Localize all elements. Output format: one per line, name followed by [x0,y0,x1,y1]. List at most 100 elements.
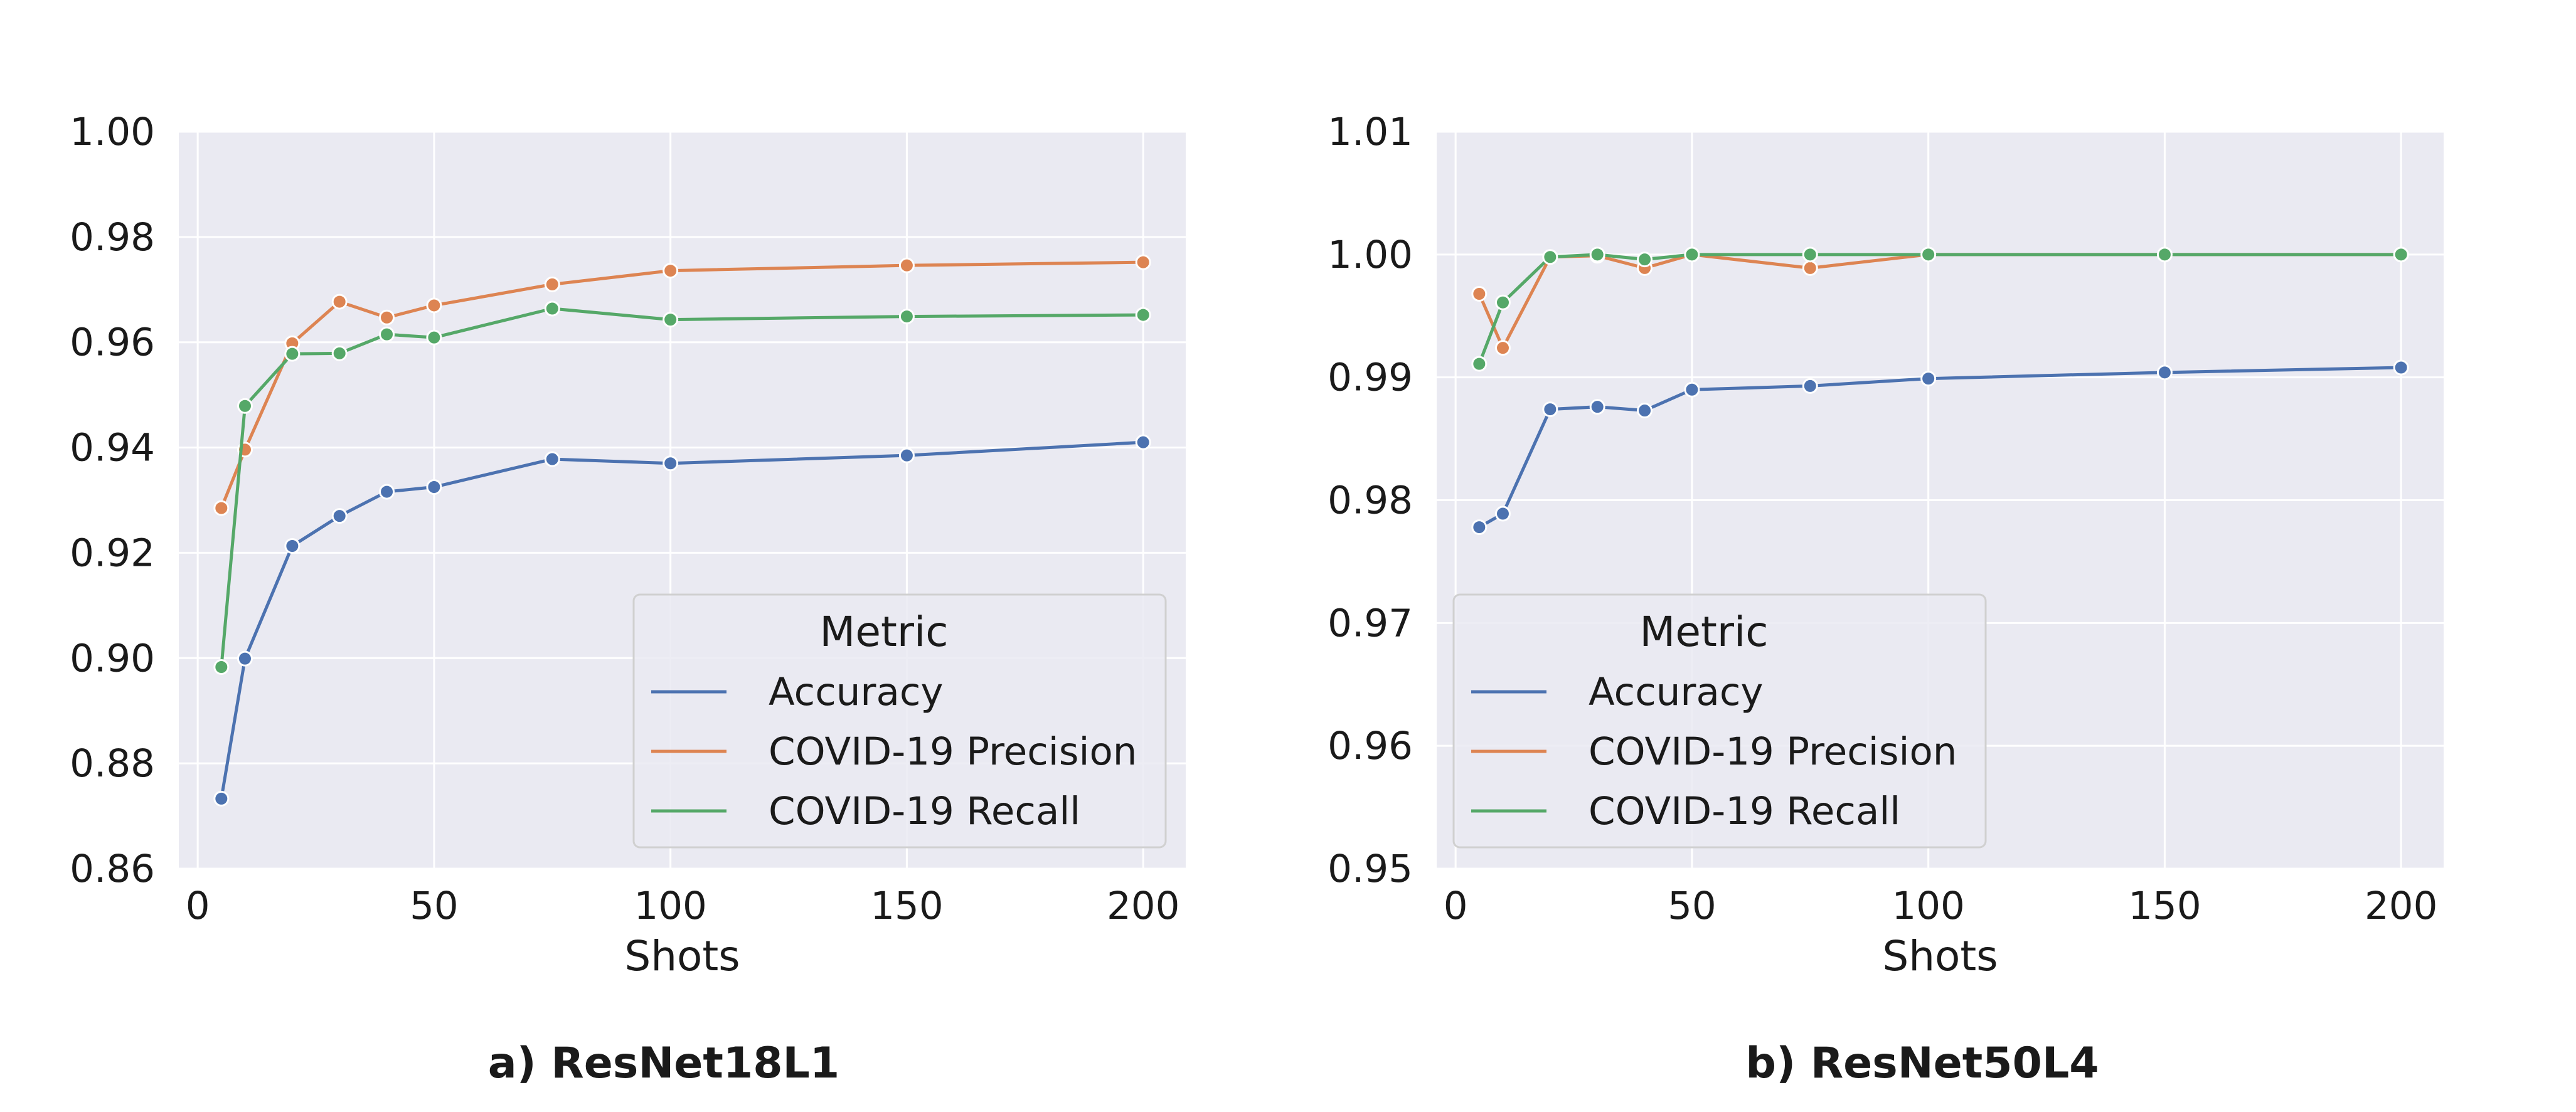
data-point [237,398,253,414]
x-tick-label: 0 [1444,884,1468,928]
data-point [284,538,301,554]
legend-entry: COVID-19 Recall [769,789,1080,834]
y-tick-label: 0.98 [70,215,155,260]
data-point [1802,260,1818,276]
y-tick-label: 1.00 [70,110,155,154]
data-point [379,484,395,500]
x-tick-label: 50 [1668,884,1716,928]
data-point [1494,294,1511,310]
chart-caption: a) ResNet18L1 [488,1039,839,1088]
data-point [1637,252,1653,268]
chart-panel-0: 0.86 0.88 0.90 0.92 0.94 0.96 0.98 1.00 0 50 100 15… [70,110,1186,1088]
legend: Metric Accuracy COVID-19 Precision COVID-19… [632,593,1167,849]
y-tick-label: 1.01 [1328,110,1413,154]
legend-frame [632,593,1167,849]
data-point [1684,381,1700,398]
data-point [331,345,348,361]
data-point [898,309,915,325]
y-tick-label: 0.86 [70,847,155,891]
x-tick-label: 150 [2128,884,2201,928]
data-point [1471,356,1488,372]
data-point [544,300,560,317]
legend-entry: Accuracy [1589,670,1764,714]
legend: Metric Accuracy COVID-19 Precision COVID-19… [1452,593,1987,849]
data-point [1802,246,1818,263]
data-point [1802,378,1818,394]
x-tick-label: 200 [2365,884,2437,928]
data-point [331,294,348,310]
data-point [1135,254,1151,270]
y-tick-label: 0.96 [1328,724,1413,768]
series-line-2 [220,307,1144,667]
x-tick-label: 100 [634,884,706,928]
data-point [1135,307,1151,323]
data-point [663,312,679,328]
x-tick-label: 0 [186,884,210,928]
data-point [898,447,915,463]
legend-entry: Accuracy [769,670,944,714]
y-tick-label: 0.88 [70,741,155,786]
legend-frame [1452,593,1987,849]
y-tick-label: 0.96 [70,320,155,365]
data-point [663,263,679,279]
data-point [1589,399,1605,415]
data-point [213,790,230,807]
data-point [379,326,395,342]
data-point [426,479,442,495]
data-point [379,309,395,326]
data-point [213,500,230,516]
series-line-0 [1478,366,2402,529]
legend-entry: COVID-19 Recall [1589,789,1900,834]
data-point [426,329,442,346]
data-point [544,451,560,467]
data-point [1542,401,1558,418]
x-tick-label: 50 [410,884,459,928]
chart-caption: b) ResNet50L4 [1745,1039,2099,1088]
data-point [426,297,442,314]
data-point [2393,246,2409,263]
x-axis-label: Shots [1882,932,1998,980]
data-point [2156,246,2173,263]
data-point [663,455,679,472]
series-line-1 [220,260,1144,509]
y-tick-label: 0.92 [70,531,155,575]
data-point [331,508,348,524]
legend-title: Metric [819,608,948,656]
legend-entry: COVID-19 Precision [769,729,1137,774]
series-line-0 [220,440,1144,799]
data-point [1471,519,1488,536]
chart-panel-1: 0.95 0.96 0.97 0.98 0.99 1.00 1.01 0 50 100 150 200… [1328,110,2444,1088]
y-tick-label: 0.95 [1328,847,1413,891]
data-point [2393,359,2409,376]
x-axis-label: Shots [624,932,740,980]
data-point [2156,364,2173,381]
data-point [1920,246,1937,263]
data-point [1684,246,1700,263]
data-point [1542,249,1558,265]
data-point [898,257,915,273]
data-point [213,659,230,675]
y-tick-label: 0.94 [70,426,155,470]
y-tick-label: 0.99 [1328,356,1413,400]
data-point [237,650,253,667]
x-tick-label: 200 [1107,884,1179,928]
data-point [1637,403,1653,419]
data-point [284,346,301,362]
y-tick-label: 1.00 [1328,233,1413,277]
data-point [1494,340,1511,356]
legend-title: Metric [1639,608,1768,656]
legend-entry: COVID-19 Precision [1589,729,1957,774]
x-tick-label: 150 [870,884,943,928]
y-tick-label: 0.98 [1328,479,1413,523]
data-point [1494,506,1511,522]
data-point [1589,246,1605,263]
x-tick-label: 100 [1892,884,1964,928]
data-point [544,276,560,292]
data-point [1471,286,1488,302]
y-tick-label: 0.97 [1328,601,1413,645]
data-point [1920,371,1937,387]
data-point [1135,434,1151,450]
y-tick-label: 0.90 [70,636,155,680]
series-line-2 [1477,253,2402,365]
